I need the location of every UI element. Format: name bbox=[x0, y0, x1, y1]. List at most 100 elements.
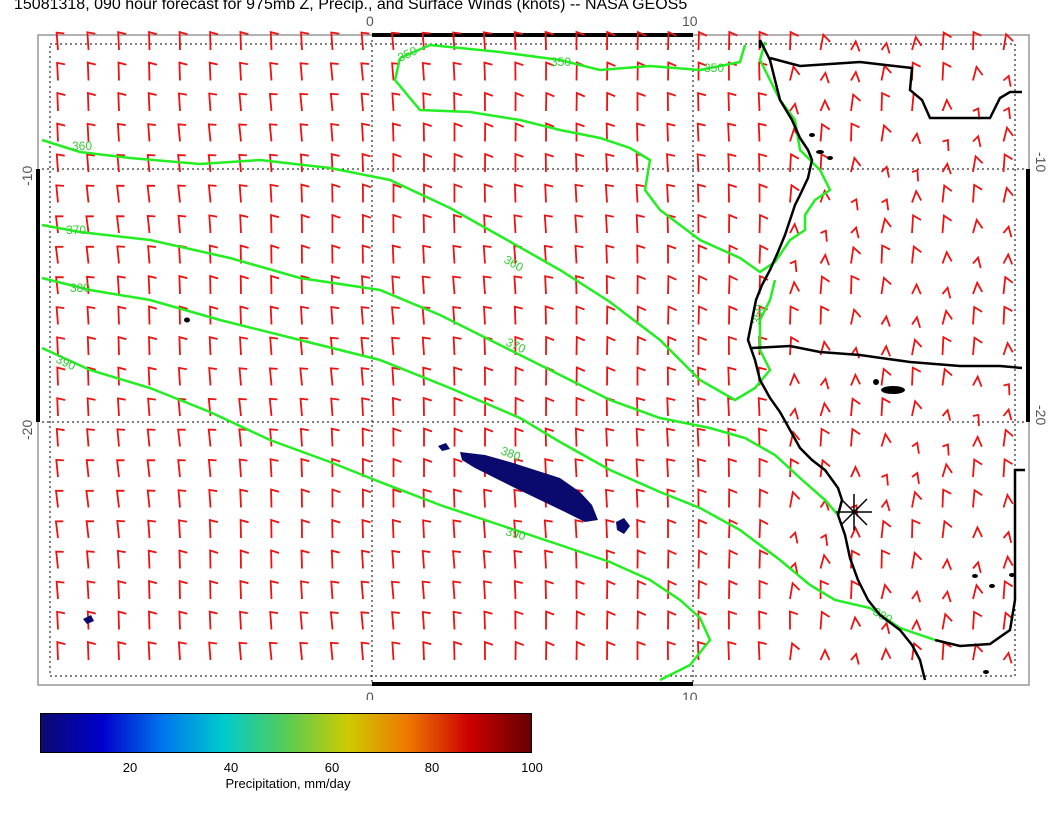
coastlines-borders bbox=[746, 39, 1025, 681]
wind-barb bbox=[850, 372, 861, 386]
wind-barb bbox=[728, 488, 738, 508]
wind-barb bbox=[452, 519, 462, 539]
wind-barb bbox=[758, 518, 769, 539]
wind-barb bbox=[514, 61, 524, 81]
wind-barb bbox=[483, 640, 494, 661]
wind-barb bbox=[178, 549, 188, 569]
wind-barb bbox=[422, 244, 432, 264]
wind-barb bbox=[514, 427, 524, 447]
map-title: 15081318, 090 hour forecast for 975mb Z,… bbox=[14, 0, 688, 13]
wind-barb bbox=[972, 30, 982, 51]
wind-barb bbox=[360, 641, 370, 661]
wind-barb bbox=[268, 123, 278, 142]
wind-barb bbox=[575, 579, 585, 599]
wind-barb bbox=[423, 457, 433, 477]
wind-barb bbox=[789, 222, 800, 235]
wind-barb bbox=[880, 165, 890, 178]
wind-barb bbox=[728, 549, 738, 569]
wind-barb bbox=[911, 282, 922, 295]
wind-barb bbox=[146, 215, 156, 234]
wind-barb bbox=[911, 490, 923, 508]
wind-barb bbox=[55, 458, 64, 478]
wind-barb bbox=[452, 244, 462, 264]
wind-barb bbox=[239, 518, 249, 539]
wind-barb bbox=[727, 183, 737, 203]
wind-barb bbox=[360, 336, 370, 356]
wind-barb bbox=[484, 427, 494, 447]
wind-barb bbox=[178, 519, 188, 539]
wind-barb bbox=[116, 245, 125, 264]
wind-barb bbox=[819, 152, 830, 173]
wind-barb bbox=[911, 337, 923, 356]
wind-barb bbox=[117, 91, 127, 112]
wind-barb bbox=[941, 557, 952, 571]
wind-barb bbox=[819, 122, 831, 142]
wind-barb bbox=[941, 488, 952, 508]
wind-barb bbox=[1002, 185, 1014, 203]
wind-barb bbox=[208, 214, 218, 234]
wind-barb bbox=[299, 123, 309, 142]
wind-barb bbox=[514, 152, 524, 173]
wind-barb bbox=[238, 398, 247, 417]
precip-areas bbox=[83, 443, 630, 624]
wind-barb bbox=[208, 488, 218, 508]
wind-barb bbox=[238, 92, 248, 112]
wind-barb bbox=[453, 91, 463, 112]
wind-barb bbox=[483, 610, 493, 630]
wind-barb bbox=[635, 427, 645, 447]
wind-barb bbox=[360, 611, 370, 630]
wind-barb bbox=[178, 61, 188, 81]
wind-barb bbox=[422, 641, 432, 661]
wind-barb bbox=[452, 550, 462, 569]
wind-barb bbox=[574, 183, 584, 203]
lat-tick-right-10: -10 bbox=[1033, 152, 1049, 172]
wind-barb bbox=[421, 31, 431, 51]
wind-barb bbox=[819, 376, 830, 390]
wind-barb bbox=[575, 274, 585, 295]
wind-barb bbox=[667, 518, 677, 538]
wind-barb bbox=[544, 275, 554, 295]
precip-area-small-1 bbox=[616, 518, 630, 534]
wind-barb bbox=[147, 549, 157, 569]
wind-barb bbox=[330, 397, 340, 417]
wind-barb bbox=[331, 183, 341, 203]
wind-barb bbox=[421, 336, 431, 356]
wind-barb bbox=[147, 397, 157, 417]
wind-barb bbox=[574, 427, 585, 447]
border-north bbox=[769, 56, 1022, 120]
wind-barb bbox=[146, 489, 156, 508]
wind-barb bbox=[880, 396, 891, 417]
wind-barb bbox=[880, 344, 891, 357]
forecast-map: 0 10 0 10 -10 -20 -10 -20 350 350 350 36… bbox=[19, 13, 1049, 700]
wind-barb bbox=[391, 92, 401, 112]
wind-barb bbox=[850, 274, 860, 295]
wind-barb bbox=[392, 427, 402, 447]
wind-barb bbox=[117, 31, 127, 51]
wind-barb bbox=[299, 641, 308, 661]
wind-barb bbox=[1002, 492, 1014, 508]
wind-barb bbox=[483, 366, 494, 386]
wind-barb bbox=[329, 336, 339, 356]
wind-barb bbox=[728, 244, 738, 264]
wind-barb bbox=[850, 39, 861, 52]
wind-barb bbox=[514, 610, 524, 630]
wind-barb bbox=[239, 244, 249, 264]
wind-barb bbox=[911, 213, 922, 234]
wind-barb bbox=[757, 122, 767, 142]
wind-barb bbox=[574, 458, 584, 478]
wind-barb bbox=[789, 430, 801, 447]
wind-barb bbox=[117, 335, 127, 356]
wind-barb bbox=[209, 305, 219, 325]
wind-barb bbox=[941, 30, 952, 51]
wind-barb bbox=[696, 153, 706, 173]
wind-barb bbox=[758, 549, 769, 569]
wind-barb bbox=[574, 244, 584, 264]
wind-barb bbox=[86, 397, 96, 417]
wind-barb bbox=[177, 214, 187, 234]
wind-barb bbox=[911, 366, 922, 386]
wind-barb bbox=[55, 580, 65, 600]
wind-barb bbox=[788, 610, 799, 630]
wind-barb bbox=[177, 154, 186, 173]
wind-barb bbox=[727, 457, 737, 478]
wind-barb bbox=[789, 30, 800, 51]
